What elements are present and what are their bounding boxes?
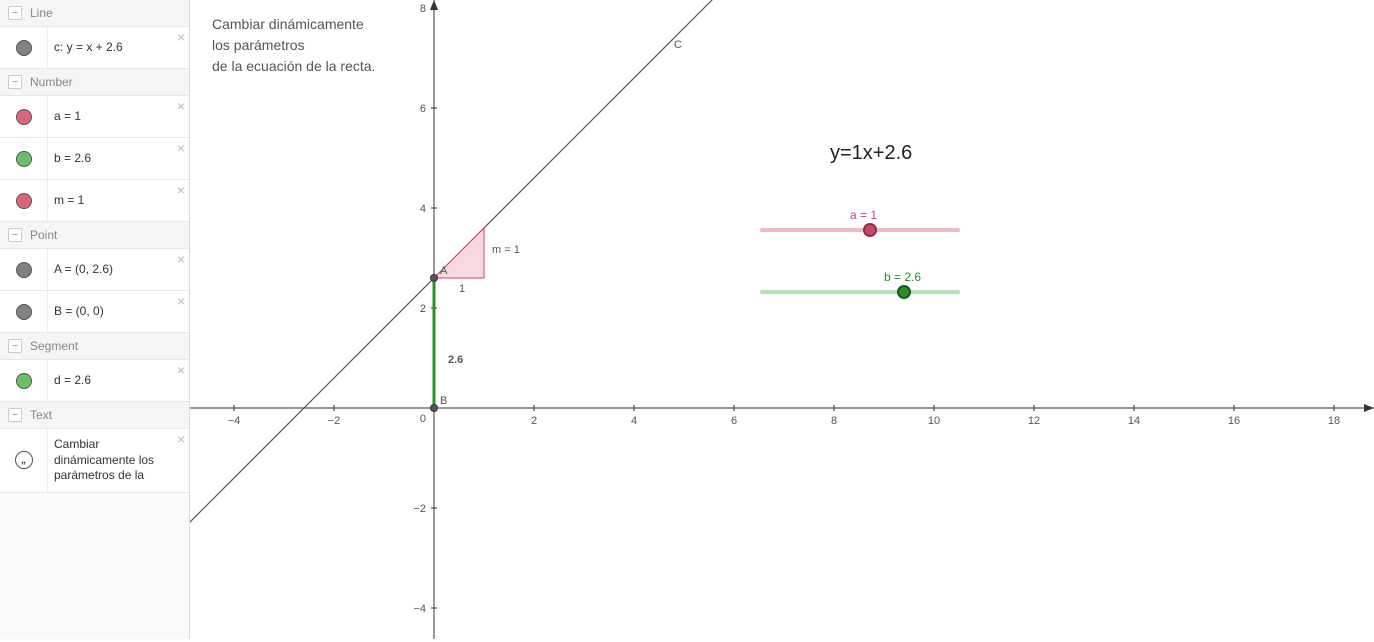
svg-text:16: 16 — [1228, 415, 1240, 427]
object-row-text[interactable]: „ Cambiar dinámicamente los parámetros d… — [0, 429, 189, 493]
slider-thumb[interactable] — [863, 223, 877, 237]
object-row-pt-b[interactable]: B = (0, 0) × — [0, 291, 189, 333]
svg-text:A: A — [440, 265, 448, 277]
section-title: Line — [30, 6, 53, 20]
collapse-icon[interactable]: − — [8, 339, 22, 353]
svg-text:12: 12 — [1028, 415, 1040, 427]
object-row-num-m[interactable]: m = 1 × — [0, 180, 189, 222]
svg-text:0: 0 — [420, 413, 426, 425]
slider-a-label: a = 1 — [850, 208, 877, 222]
visibility-toggle[interactable] — [0, 180, 48, 221]
visibility-toggle[interactable] — [0, 249, 48, 290]
svg-text:18: 18 — [1328, 415, 1340, 427]
object-label: Cambiar dinámicamente los parámetros de … — [48, 429, 189, 492]
close-icon[interactable]: × — [177, 251, 185, 267]
slider-track[interactable] — [760, 290, 960, 294]
object-label: A = (0, 2.6) — [48, 254, 189, 286]
object-row-line-c[interactable]: c: y = x + 2.6 × — [0, 27, 189, 69]
visibility-toggle[interactable] — [0, 291, 48, 332]
svg-text:B: B — [440, 395, 447, 407]
color-circle-icon — [16, 304, 32, 320]
collapse-icon[interactable]: − — [8, 6, 22, 20]
quote-icon: „ — [15, 451, 33, 469]
svg-text:2: 2 — [531, 415, 537, 427]
svg-text:4: 4 — [420, 203, 426, 215]
collapse-icon[interactable]: − — [8, 75, 22, 89]
color-circle-icon — [16, 109, 32, 125]
svg-text:8: 8 — [831, 415, 837, 427]
svg-text:2: 2 — [420, 303, 426, 315]
svg-text:4: 4 — [631, 415, 637, 427]
color-circle-icon — [16, 373, 32, 389]
visibility-toggle[interactable] — [0, 96, 48, 137]
color-circle-icon — [16, 262, 32, 278]
section-header-number[interactable]: − Number — [0, 69, 189, 96]
algebra-sidebar[interactable]: − Line c: y = x + 2.6 × − Number a = 1 ×… — [0, 0, 190, 639]
coordinate-plane: −4 −2 0 2 4 6 8 10 12 14 16 18 −4 −2 2 4 6 8 C 2.6 1 m = 1 A B — [190, 0, 1374, 639]
visibility-toggle[interactable] — [0, 138, 48, 179]
svg-text:6: 6 — [731, 415, 737, 427]
object-label: c: y = x + 2.6 — [48, 32, 189, 64]
close-icon[interactable]: × — [177, 140, 185, 156]
object-row-num-b[interactable]: b = 2.6 × — [0, 138, 189, 180]
slider-thumb[interactable] — [897, 285, 911, 299]
section-title: Point — [30, 228, 57, 242]
svg-text:−2: −2 — [413, 503, 426, 515]
close-icon[interactable]: × — [177, 293, 185, 309]
object-label: B = (0, 0) — [48, 296, 189, 328]
section-title: Number — [30, 75, 73, 89]
visibility-toggle[interactable] — [0, 27, 48, 68]
svg-text:−4: −4 — [228, 415, 241, 427]
close-icon[interactable]: × — [177, 98, 185, 114]
equation-display: y=1x+2.6 — [830, 142, 912, 165]
svg-text:8: 8 — [420, 3, 426, 15]
slider-b[interactable]: b = 2.6 — [760, 290, 960, 294]
svg-text:2.6: 2.6 — [448, 354, 463, 366]
object-label: d = 2.6 — [48, 365, 189, 397]
color-circle-icon — [16, 193, 32, 209]
object-row-seg-d[interactable]: d = 2.6 × — [0, 360, 189, 402]
color-circle-icon — [16, 40, 32, 56]
close-icon[interactable]: × — [177, 431, 185, 447]
svg-text:m = 1: m = 1 — [492, 244, 520, 256]
object-row-pt-a[interactable]: A = (0, 2.6) × — [0, 249, 189, 291]
svg-text:6: 6 — [420, 103, 426, 115]
section-header-line[interactable]: − Line — [0, 0, 189, 27]
section-title: Text — [30, 408, 52, 422]
object-label: m = 1 — [48, 185, 189, 217]
svg-text:−4: −4 — [413, 603, 426, 615]
svg-text:14: 14 — [1128, 415, 1140, 427]
description-text: Cambiar dinámicamente los parámetros de … — [212, 14, 375, 77]
object-label: a = 1 — [48, 101, 189, 133]
object-row-num-a[interactable]: a = 1 × — [0, 96, 189, 138]
svg-text:10: 10 — [928, 415, 940, 427]
svg-text:C: C — [674, 39, 682, 51]
svg-text:1: 1 — [459, 283, 465, 295]
visibility-toggle[interactable]: „ — [0, 429, 48, 492]
close-icon[interactable]: × — [177, 29, 185, 45]
graphics-view[interactable]: Cambiar dinámicamente los parámetros de … — [190, 0, 1374, 639]
svg-text:−2: −2 — [328, 415, 341, 427]
section-header-text[interactable]: − Text — [0, 402, 189, 429]
slider-b-label: b = 2.6 — [884, 270, 921, 284]
collapse-icon[interactable]: − — [8, 408, 22, 422]
close-icon[interactable]: × — [177, 182, 185, 198]
collapse-icon[interactable]: − — [8, 228, 22, 242]
section-title: Segment — [30, 339, 78, 353]
section-header-point[interactable]: − Point — [0, 222, 189, 249]
section-header-segment[interactable]: − Segment — [0, 333, 189, 360]
close-icon[interactable]: × — [177, 362, 185, 378]
slider-track[interactable] — [760, 228, 960, 232]
object-label: b = 2.6 — [48, 143, 189, 175]
color-circle-icon — [16, 151, 32, 167]
slider-a[interactable]: a = 1 — [760, 228, 960, 232]
visibility-toggle[interactable] — [0, 360, 48, 401]
